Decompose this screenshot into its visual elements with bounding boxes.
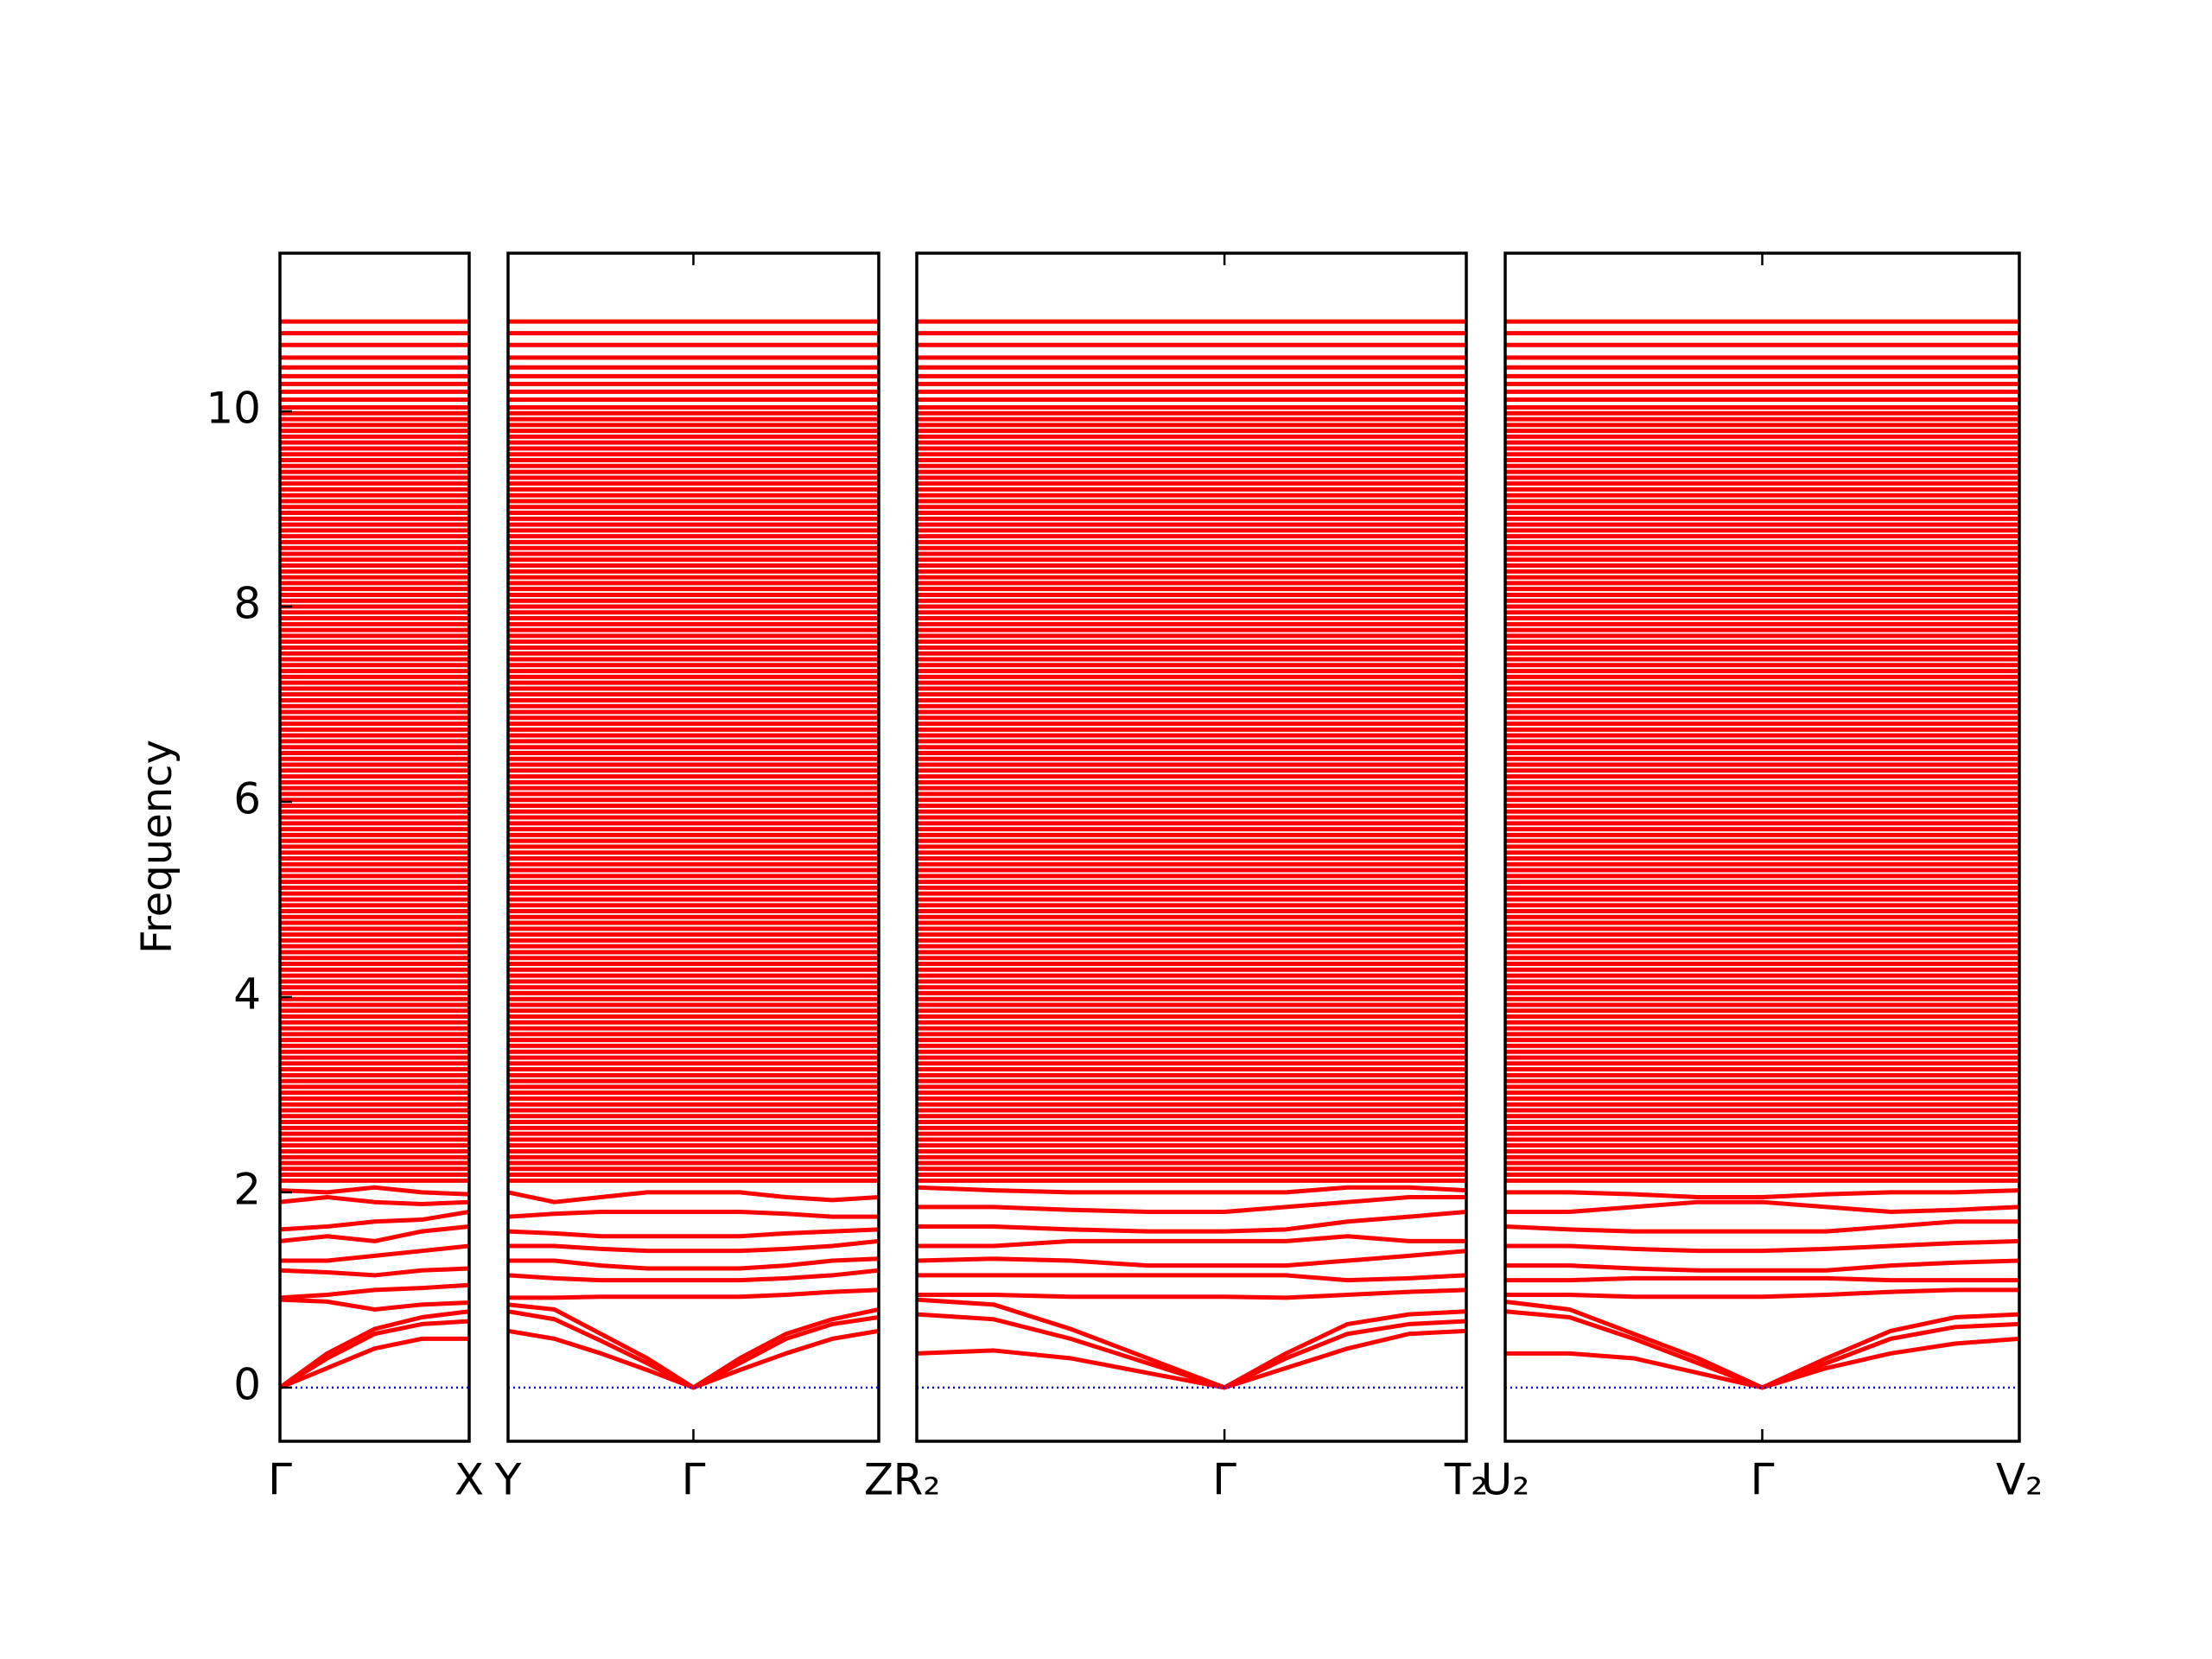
band-line	[280, 1309, 469, 1389]
band-line	[1505, 1336, 2019, 1390]
band-line	[280, 1297, 469, 1312]
y-tick-label: 4	[233, 969, 261, 1019]
band-line	[280, 1243, 469, 1263]
panel-plot	[280, 319, 469, 1390]
panel-frame	[1503, 251, 2021, 1443]
y-tick-label: 0	[233, 1359, 261, 1409]
band-line	[1505, 1258, 2019, 1273]
band-line	[917, 1195, 1466, 1214]
band-line	[1505, 1299, 2019, 1390]
y-tick-label: 10	[206, 384, 261, 434]
band-line	[917, 1287, 1466, 1300]
band-line	[1505, 1309, 2019, 1390]
band-line	[280, 1319, 469, 1389]
band-line	[917, 1234, 1466, 1249]
band-line	[280, 1224, 469, 1243]
panel-plot	[1505, 319, 2019, 1390]
x-tick-label: U₂	[1481, 1455, 1530, 1505]
band-line	[508, 1287, 879, 1300]
band-line	[280, 1266, 469, 1278]
band-line	[280, 1195, 469, 1206]
band-line	[280, 1282, 469, 1300]
band-line	[508, 1190, 879, 1205]
band-line	[1505, 1275, 2019, 1283]
y-tick-label: 8	[233, 578, 261, 628]
band-line	[508, 1302, 879, 1390]
x-tick-label: Γ	[268, 1455, 292, 1505]
x-tick-label: Γ	[1751, 1455, 1775, 1505]
panel-frame	[506, 251, 880, 1443]
band-line	[508, 1328, 879, 1390]
band-line	[917, 1185, 1466, 1195]
band-line	[917, 1297, 1466, 1390]
band-line	[1505, 1238, 2019, 1254]
band-line	[1505, 1199, 2019, 1214]
band-line	[508, 1227, 879, 1239]
band-line	[508, 1238, 879, 1254]
panel-plot	[917, 319, 1466, 1390]
panel-plot	[508, 319, 879, 1390]
band-line	[508, 1268, 879, 1283]
x-tick-label: R₂	[893, 1455, 941, 1505]
band-line	[280, 1336, 469, 1390]
x-tick-label: X	[454, 1455, 484, 1505]
band-line	[917, 1209, 1466, 1234]
panel-frame	[278, 251, 471, 1443]
x-tick-label: Γ	[1212, 1455, 1236, 1505]
band-line	[1505, 1219, 2019, 1234]
y-tick-label: 2	[233, 1164, 261, 1214]
band-line	[1505, 1287, 2019, 1300]
y-tick-label: 6	[233, 773, 261, 823]
y-axis-label: Frequency	[133, 740, 181, 954]
band-line	[280, 1210, 469, 1232]
band-line	[508, 1209, 879, 1219]
band-line	[508, 1256, 879, 1271]
x-tick-label: Y	[494, 1455, 522, 1505]
band-line	[917, 1249, 1466, 1268]
band-line	[917, 1273, 1466, 1283]
panel-frame	[915, 251, 1468, 1443]
x-tick-label: Z	[864, 1455, 893, 1505]
x-tick-label: Γ	[682, 1455, 706, 1505]
band-line	[1505, 1188, 2019, 1200]
x-tick-label: V₂	[1996, 1455, 2043, 1505]
x-tick-label: T₂	[1444, 1455, 1489, 1505]
band-line	[280, 1185, 469, 1197]
